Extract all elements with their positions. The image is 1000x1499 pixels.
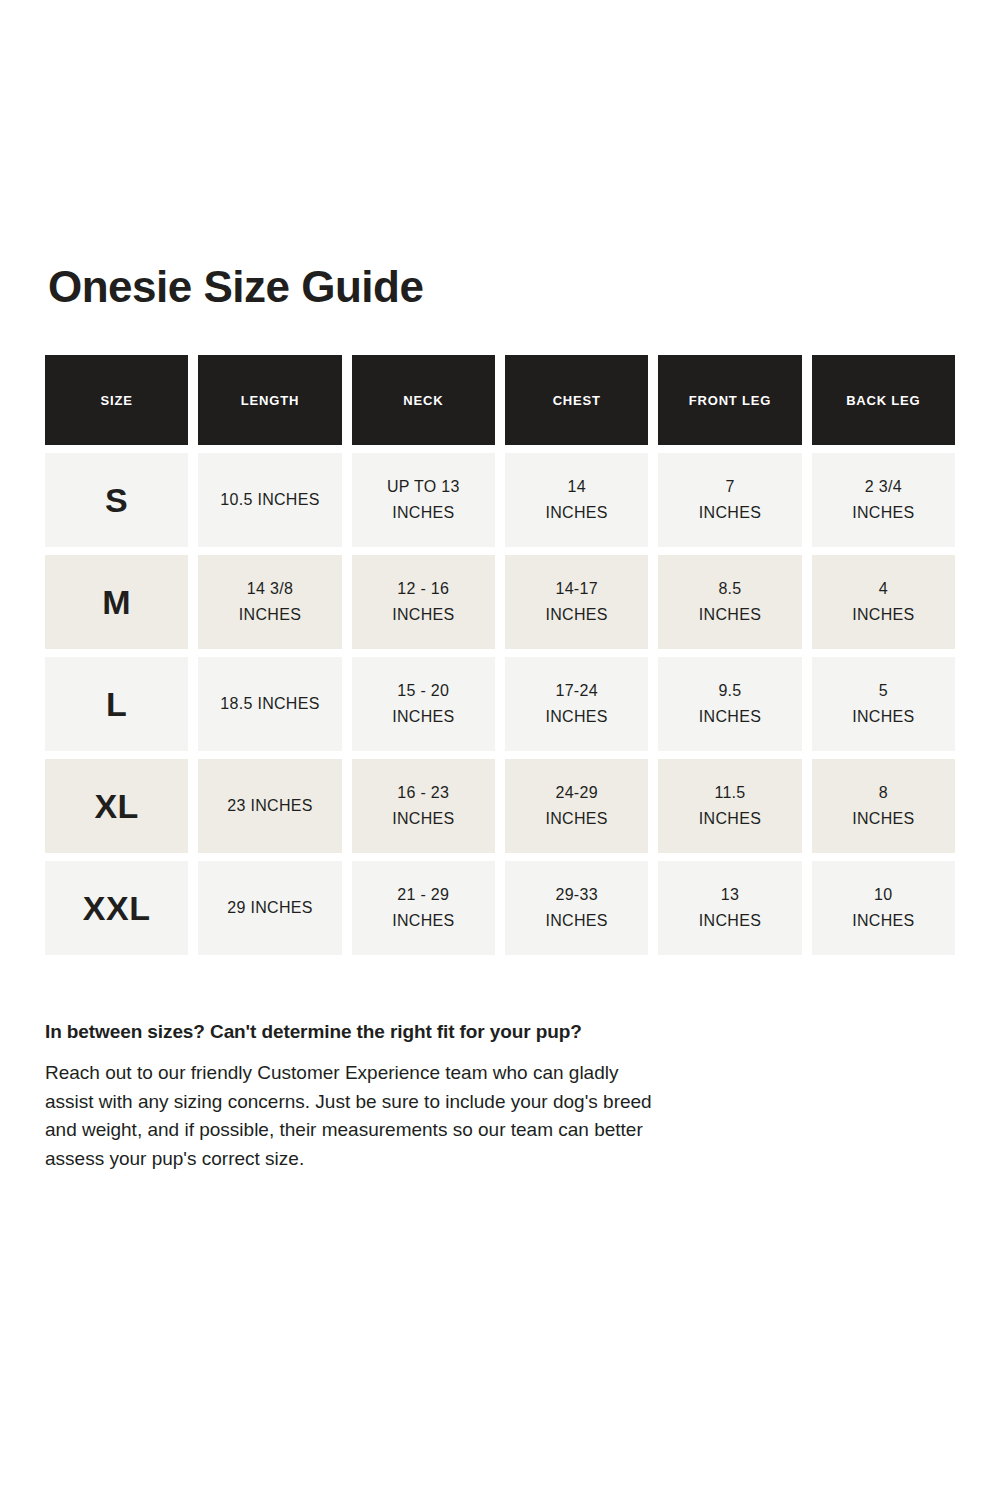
page-title: Onesie Size Guide [48,263,955,311]
column-header-front-leg: FRONT LEG [658,355,801,445]
front-leg-cell: 11.5 INCHES [658,759,801,853]
column-header-chest: CHEST [505,355,648,445]
back-leg-cell: 10 INCHES [812,861,955,955]
chest-cell: 29-33 INCHES [505,861,648,955]
sizing-help-section: In between sizes? Can't determine the ri… [45,1019,663,1173]
length-cell: 10.5 INCHES [198,453,341,547]
neck-cell: UP TO 13 INCHES [352,453,495,547]
column-header-size: SIZE [45,355,188,445]
size-guide-page: Onesie Size Guide SIZE LENGTH NECK CHEST… [0,0,1000,1173]
back-leg-cell: 8 INCHES [812,759,955,853]
chest-cell: 14-17 INCHES [505,555,648,649]
front-leg-cell: 8.5 INCHES [658,555,801,649]
length-cell: 29 INCHES [198,861,341,955]
size-label: S [45,453,188,547]
size-guide-table: SIZE LENGTH NECK CHEST FRONT LEG BACK LE… [45,355,955,955]
column-header-neck: NECK [352,355,495,445]
neck-cell: 21 - 29 INCHES [352,861,495,955]
neck-cell: 12 - 16 INCHES [352,555,495,649]
back-leg-cell: 2 3/4 INCHES [812,453,955,547]
neck-cell: 15 - 20 INCHES [352,657,495,751]
size-label: L [45,657,188,751]
chest-cell: 14 INCHES [505,453,648,547]
front-leg-cell: 7 INCHES [658,453,801,547]
size-label: M [45,555,188,649]
length-cell: 14 3/8 INCHES [198,555,341,649]
size-label: XXL [45,861,188,955]
back-leg-cell: 5 INCHES [812,657,955,751]
chest-cell: 24-29 INCHES [505,759,648,853]
front-leg-cell: 9.5 INCHES [658,657,801,751]
column-header-length: LENGTH [198,355,341,445]
front-leg-cell: 13 INCHES [658,861,801,955]
length-cell: 23 INCHES [198,759,341,853]
size-label: XL [45,759,188,853]
length-cell: 18.5 INCHES [198,657,341,751]
neck-cell: 16 - 23 INCHES [352,759,495,853]
sizing-help-text: Reach out to our friendly Customer Exper… [45,1059,663,1173]
back-leg-cell: 4 INCHES [812,555,955,649]
sizing-help-heading: In between sizes? Can't determine the ri… [45,1019,663,1045]
column-header-back-leg: BACK LEG [812,355,955,445]
chest-cell: 17-24 INCHES [505,657,648,751]
